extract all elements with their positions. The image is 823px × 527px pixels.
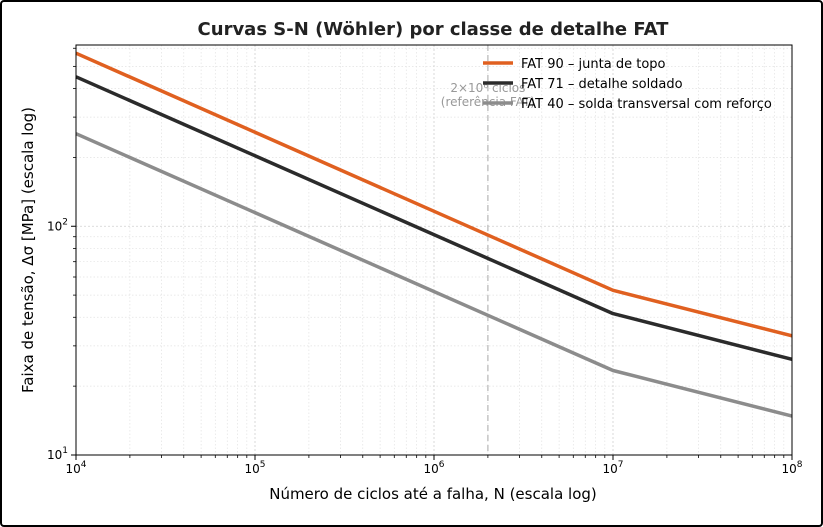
x-tick-label: 104 [65,460,86,476]
series-layer [75,51,793,418]
series-line-3 [75,132,793,418]
chart-title: Curvas S-N (Wöhler) por classe de detalh… [198,19,670,40]
x-tick-label: 105 [244,460,265,476]
y-tick-label: 101 [47,446,68,462]
x-tick-label: 107 [602,460,623,476]
legend: FAT 90 – junta de topo FAT 71 – detalhe s… [483,57,772,112]
legend-label-3: FAT 40 – solda transversal com reforço [521,97,772,112]
x-tick-label: 106 [423,460,444,476]
major-grid [76,45,792,455]
x-axis-label: Número de ciclos até a falha, N (escala … [269,485,597,503]
series-line-1 [75,51,793,338]
y-tick-label: 102 [47,217,68,233]
series-line-2 [75,75,793,361]
y-axis-label: Faixa de tensão, Δσ [MPa] (escala log) [19,107,37,393]
legend-label-1: FAT 90 – junta de topo [521,57,666,72]
x-tick-label: 108 [781,460,802,476]
legend-label-2: FAT 71 – detalhe soldado [521,77,683,92]
